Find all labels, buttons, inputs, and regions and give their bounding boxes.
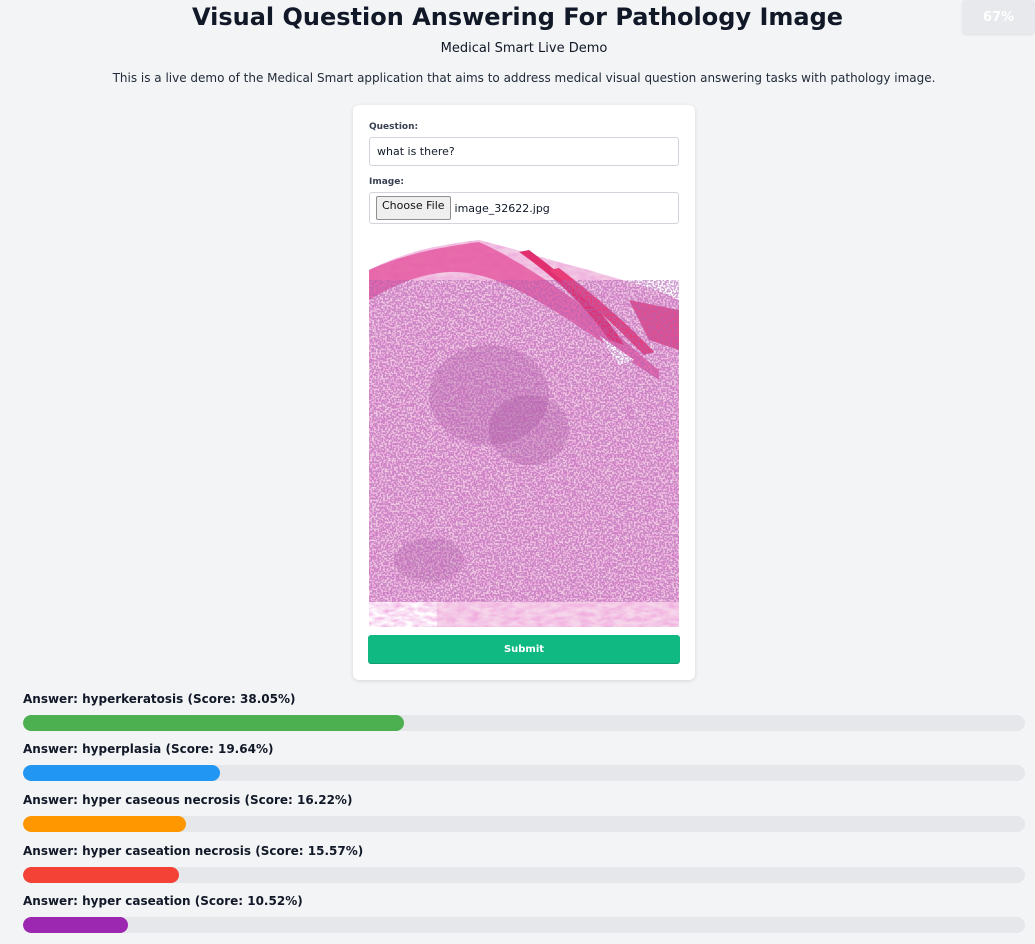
page-description: This is a live demo of the Medical Smart… (112, 71, 936, 85)
answer-item: Answer: hyper caseous necrosis (Score: 1… (23, 791, 1025, 837)
answer-text: hyper caseation (82, 894, 191, 908)
answer-prefix: Answer: (23, 742, 78, 756)
answer-score: (Score: 38.05%) (187, 692, 296, 706)
answer-score: (Score: 10.52%) (194, 894, 303, 908)
pathology-image-preview (369, 240, 679, 627)
answer-prefix: Answer: (23, 793, 78, 807)
score-bar-fill (23, 816, 186, 832)
answer-text: hyper caseation necrosis (82, 844, 252, 858)
answer-item: Answer: hyper caseation necrosis (Score:… (23, 842, 1025, 888)
answer-label: Answer: hyperkeratosis (Score: 38.05%) (23, 690, 295, 708)
score-bar-track (23, 715, 1025, 731)
answer-prefix: Answer: (23, 692, 78, 706)
selected-file-name: image_32622.jpg (454, 201, 550, 215)
answer-item: Answer: hyperkeratosis (Score: 38.05%) (23, 690, 1025, 736)
answer-label: Answer: hyper caseation (Score: 10.52%) (23, 892, 303, 910)
answer-prefix: Answer: (23, 894, 78, 908)
score-bar-fill (23, 867, 179, 883)
answer-score: (Score: 19.64%) (165, 742, 274, 756)
answer-label: Answer: hyperplasia (Score: 19.64%) (23, 740, 273, 758)
score-bar-fill (23, 917, 129, 933)
vqa-form-card: Question: Image: Choose File image_32622… (353, 105, 695, 680)
score-bar-track (23, 867, 1025, 883)
image-label: Image: (369, 177, 404, 187)
score-bar-track (23, 917, 1025, 933)
score-bar-track (23, 765, 1025, 781)
answer-label: Answer: hyper caseous necrosis (Score: 1… (23, 791, 352, 809)
answer-score: (Score: 16.22%) (244, 793, 353, 807)
answer-text: hyper caseous necrosis (82, 793, 241, 807)
image-file-input[interactable]: Choose File image_32622.jpg (369, 192, 679, 224)
answer-text: hyperplasia (82, 742, 162, 756)
question-input[interactable] (369, 137, 679, 166)
answer-prefix: Answer: (23, 844, 78, 858)
score-bar-fill (23, 765, 220, 781)
answer-score: (Score: 15.57%) (255, 844, 364, 858)
question-label: Question: (369, 122, 419, 132)
score-bar-fill (23, 715, 405, 731)
answer-label: Answer: hyper caseation necrosis (Score:… (23, 842, 363, 860)
zoom-level-badge[interactable]: 67% (962, 0, 1035, 34)
answer-text: hyperkeratosis (82, 692, 184, 706)
answer-item: Answer: hyper caseation (Score: 10.52%) (23, 892, 1025, 938)
choose-file-button[interactable]: Choose File (376, 196, 451, 220)
page-subtitle: Medical Smart Live Demo (440, 41, 608, 56)
answer-item: Answer: hyperplasia (Score: 19.64%) (23, 740, 1025, 786)
score-bar-track (23, 816, 1025, 832)
page-title: Visual Question Answering For Pathology … (191, 3, 844, 31)
submit-button[interactable]: Submit (368, 635, 680, 664)
